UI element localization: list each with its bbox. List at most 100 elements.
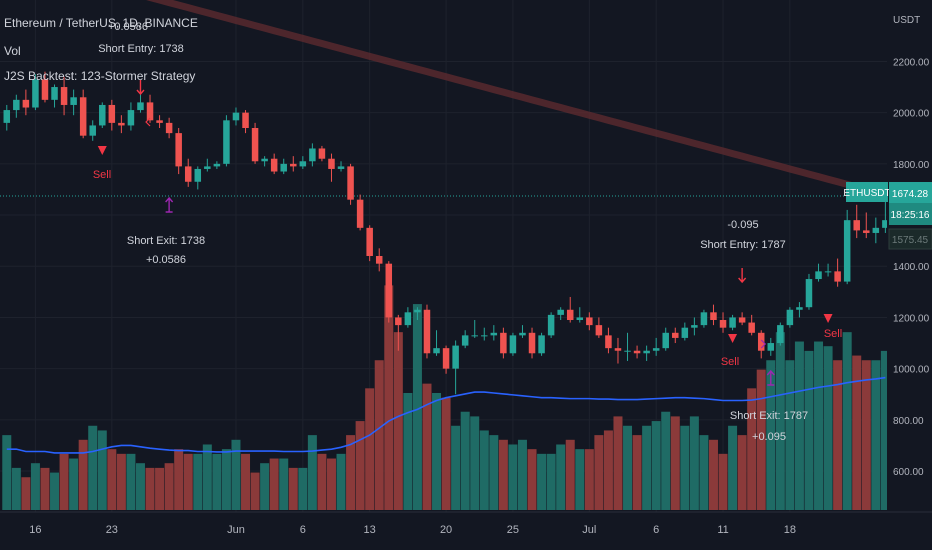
- symbol-title: Ethereum / TetherUS, 1D, BINANCE: [4, 16, 198, 30]
- price-axis[interactable]: USDT: [887, 0, 932, 512]
- symbol-badge: ETHUSDT: [843, 182, 891, 202]
- candle-body: [710, 312, 717, 320]
- candle-body: [290, 163, 297, 167]
- candle-body: [624, 350, 631, 352]
- trade-markers: [97, 80, 833, 386]
- candle-body: [22, 99, 30, 108]
- candle-body: [796, 307, 803, 310]
- candle-body: [108, 104, 116, 123]
- candle-body: [175, 133, 182, 167]
- time-tick-label: 6: [653, 524, 659, 536]
- candle-body: [528, 332, 536, 354]
- candle-body: [318, 148, 326, 159]
- volume-bar: [833, 360, 843, 510]
- candle-body: [89, 125, 96, 136]
- candle-body: [509, 335, 517, 354]
- volume-bar: [498, 439, 508, 510]
- short-exit-label: Short Exit: 1787: [730, 410, 808, 422]
- volume-bar: [680, 425, 690, 510]
- volume-bar: [842, 332, 852, 510]
- time-axis[interactable]: [0, 511, 932, 550]
- short-entry-arrow: [136, 80, 145, 96]
- candle-body: [270, 158, 278, 172]
- candle-body: [366, 227, 373, 256]
- candle-body: [519, 332, 526, 336]
- volume-bar: [699, 435, 709, 510]
- volume-bar: [307, 435, 317, 510]
- candle-body: [872, 227, 880, 233]
- symbol-badge-text: ETHUSDT: [843, 188, 890, 199]
- candle-body: [32, 79, 39, 108]
- candle-body: [395, 317, 402, 326]
- volume-bar: [556, 444, 566, 510]
- trade-profit-label: +0.0586: [108, 21, 148, 33]
- candle-body: [815, 271, 822, 280]
- volume-bar: [689, 416, 699, 510]
- volume-bar: [871, 360, 881, 510]
- candle-body: [576, 317, 584, 320]
- candle-body: [194, 168, 202, 182]
- price-tick-label: 2000.00: [893, 109, 930, 120]
- long-ma-line: [146, 0, 887, 198]
- candle-body: [824, 271, 832, 273]
- volume-bar: [470, 416, 480, 510]
- volume-bar: [766, 360, 776, 510]
- candle-body: [347, 166, 354, 200]
- time-tick-label: Jun: [227, 524, 245, 536]
- strategy-label[interactable]: J2S Backtest: 123-Stormer Strategy: [4, 69, 195, 83]
- volume-bar: [794, 341, 804, 510]
- candle-body: [60, 87, 68, 105]
- volume-bar: [288, 467, 298, 510]
- candle-body: [452, 345, 459, 369]
- volume-bar: [97, 430, 107, 510]
- candle-body: [777, 325, 784, 344]
- volume-bar: [164, 463, 174, 510]
- volume-indicator-label[interactable]: Vol: [4, 44, 21, 58]
- short-exit-label: Short Exit: 1738: [127, 235, 205, 247]
- candle-body: [681, 327, 689, 338]
- sell-marker: [728, 334, 738, 343]
- volume-bar: [336, 453, 346, 510]
- volume-bar: [107, 449, 117, 510]
- volume-ma-line: [6, 376, 886, 454]
- candle-body: [137, 102, 144, 111]
- candle-body: [652, 348, 660, 351]
- candle-body: [843, 220, 851, 282]
- volume-bar: [21, 477, 31, 510]
- candle-body: [3, 110, 11, 123]
- candle-body: [356, 199, 364, 228]
- volume-bar: [384, 285, 394, 510]
- candle-body: [805, 279, 813, 308]
- volume-bars: [2, 285, 890, 510]
- order-chevron: [760, 339, 767, 349]
- volume-bar: [30, 463, 40, 510]
- volume-bar: [661, 411, 671, 510]
- price-tick-label: 1400.00: [893, 262, 930, 273]
- last-price-text: 1674.28: [892, 189, 929, 200]
- volume-bar: [412, 304, 422, 510]
- volume-bar: [346, 435, 356, 510]
- volume-bar: [374, 360, 384, 510]
- sell-marker: [823, 314, 833, 323]
- volume-bar: [508, 444, 518, 510]
- short-entry-arrow: [738, 268, 747, 284]
- time-tick-label: 13: [364, 524, 376, 536]
- candle-body: [786, 309, 794, 326]
- time-tick-label: 25: [507, 524, 519, 536]
- time-tick-label: 11: [717, 524, 728, 536]
- short-entry-label: Short Entry: 1787: [700, 239, 786, 251]
- candle-body: [165, 122, 173, 134]
- volume-bar: [193, 453, 203, 510]
- volume-bar: [2, 435, 12, 510]
- short-exit-profit-label: +0.0586: [146, 254, 186, 266]
- short-exit-profit-label: +0.095: [752, 431, 786, 443]
- volume-bar: [728, 425, 738, 510]
- sell-label: Sell: [93, 169, 111, 181]
- volume-bar: [852, 355, 862, 510]
- candle-body: [41, 79, 49, 100]
- volume-bar: [565, 439, 575, 510]
- candle-body: [375, 256, 383, 264]
- volume-bar: [775, 332, 785, 510]
- candle-body: [213, 163, 221, 167]
